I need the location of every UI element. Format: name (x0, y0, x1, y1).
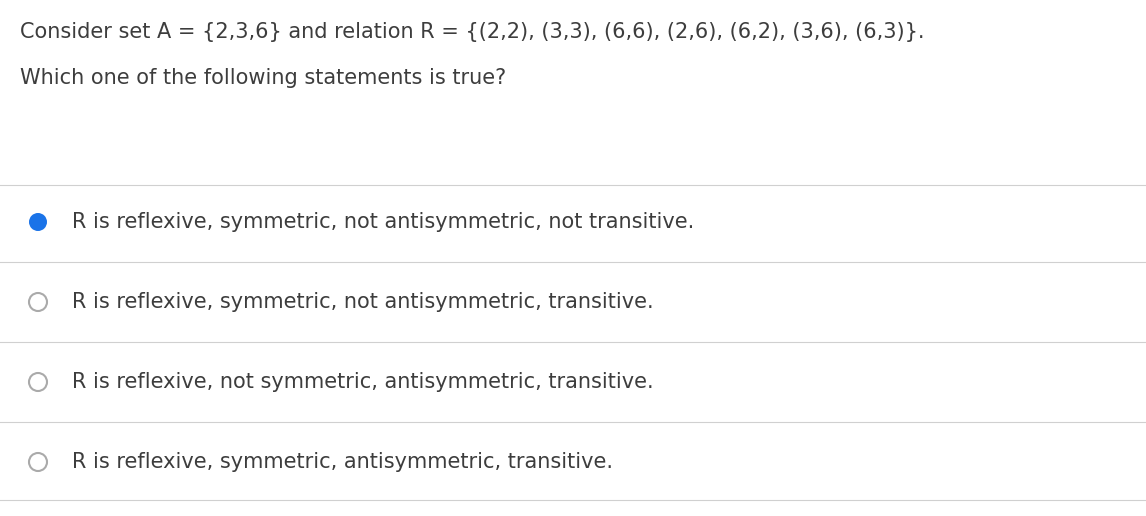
Text: Which one of the following statements is true?: Which one of the following statements is… (19, 68, 507, 88)
Text: Consider set A = {2,3,6} and relation R = {(2,2), (3,3), (6,6), (2,6), (6,2), (3: Consider set A = {2,3,6} and relation R … (19, 22, 925, 42)
Circle shape (29, 213, 47, 231)
Text: R is reflexive, symmetric, antisymmetric, transitive.: R is reflexive, symmetric, antisymmetric… (72, 452, 613, 472)
Circle shape (29, 453, 47, 471)
Circle shape (29, 293, 47, 311)
Text: R is reflexive, symmetric, not antisymmetric, not transitive.: R is reflexive, symmetric, not antisymme… (72, 212, 694, 232)
Text: R is reflexive, not symmetric, antisymmetric, transitive.: R is reflexive, not symmetric, antisymme… (72, 372, 653, 392)
Circle shape (29, 373, 47, 391)
Text: R is reflexive, symmetric, not antisymmetric, transitive.: R is reflexive, symmetric, not antisymme… (72, 292, 653, 312)
